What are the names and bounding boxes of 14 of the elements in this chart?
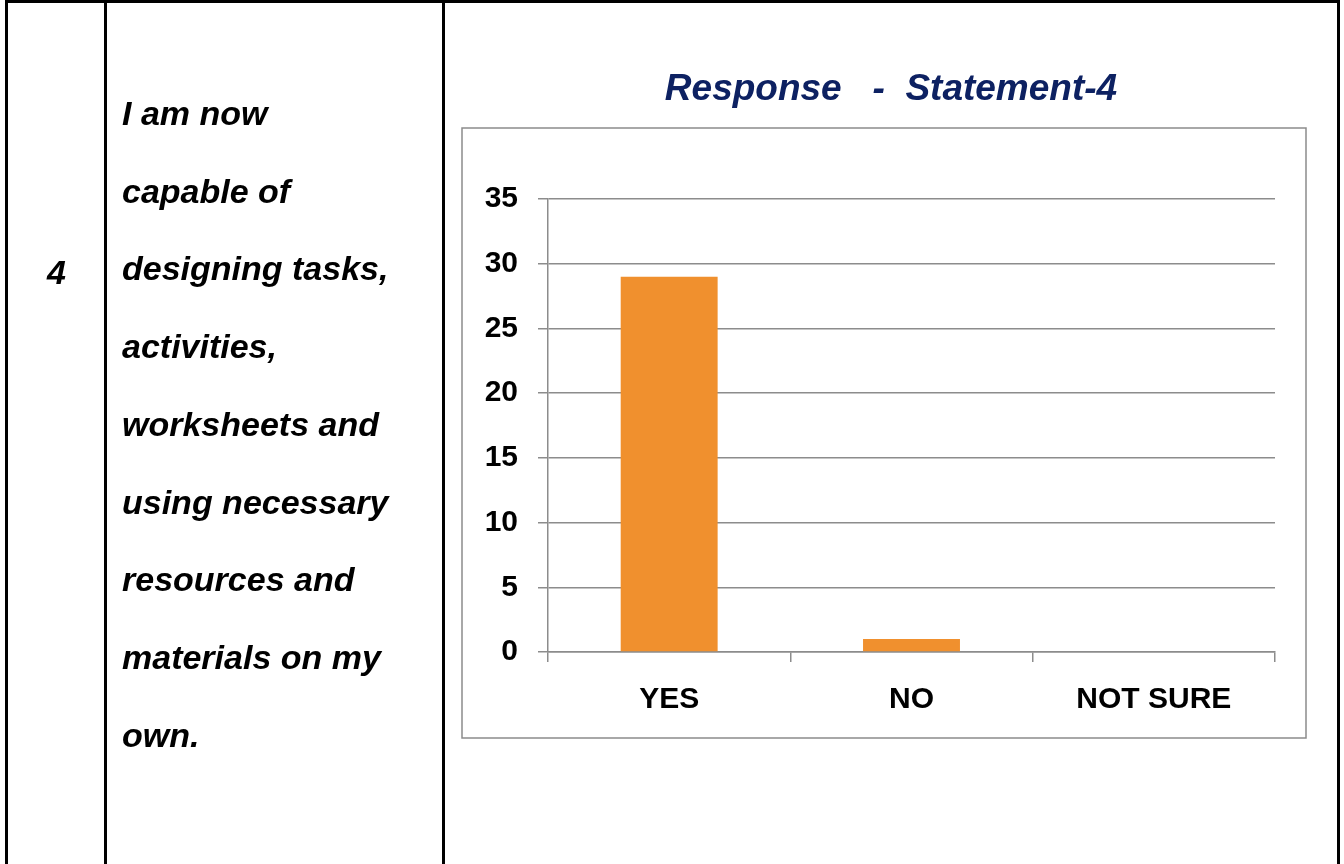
y-tick-label: 5 xyxy=(501,568,518,602)
y-tick-label: 30 xyxy=(484,244,518,278)
y-tick-label: 35 xyxy=(484,180,518,214)
text: I am now capable of designing tasks, activities, worksheets and using necessary resources and materials on my own. xyxy=(122,94,389,754)
y-tick-label: 20 xyxy=(484,374,518,408)
x-tick-label: NOT SURE xyxy=(1076,681,1232,715)
y-tick-label: 0 xyxy=(501,633,518,667)
chart-title: Response - Statement-4 xyxy=(663,66,1119,110)
y-tick-label: 10 xyxy=(484,503,518,537)
text: 4 xyxy=(45,252,67,293)
y-tick-label: 15 xyxy=(484,439,518,473)
x-tick-label: YES xyxy=(639,681,700,715)
x-tick-label: NO xyxy=(889,681,934,715)
y-tick-label: 25 xyxy=(484,309,518,343)
